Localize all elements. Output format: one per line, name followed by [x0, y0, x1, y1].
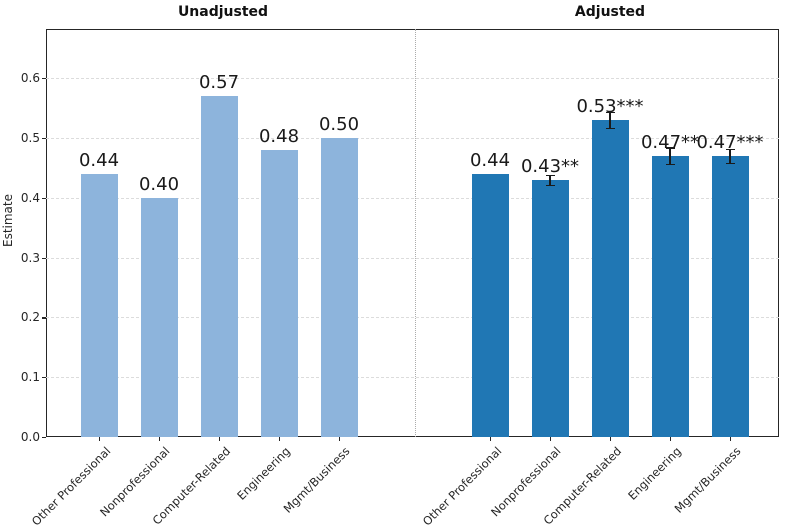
bar-adjusted-0 [471, 173, 509, 437]
y-tick-label: 0.1 [20, 370, 40, 385]
error-bar-line [609, 112, 611, 128]
x-tick-mark [670, 437, 672, 441]
y-tick-mark [42, 78, 46, 80]
gridline [46, 377, 779, 379]
y-tick-mark [42, 197, 46, 199]
bar-adjusted-1 [531, 179, 569, 437]
y-tick-label: 0.5 [20, 130, 40, 145]
bar-adjusted-2 [591, 119, 629, 437]
x-tick-mark [99, 437, 101, 441]
bar-unadjusted-4 [320, 137, 358, 437]
y-tick-mark [42, 137, 46, 140]
bar-unadjusted-2 [200, 96, 238, 437]
y-tick-label: 0.4 [20, 190, 40, 205]
error-bar-cap-bottom [665, 164, 675, 166]
bar-value-label: 0.44 [469, 149, 511, 171]
bar-unadjusted-0 [80, 173, 118, 437]
panel-title-unadjusted: Unadjusted [177, 4, 269, 20]
gridline [46, 78, 779, 80]
y-tick-label: 0.0 [20, 430, 40, 444]
error-bar-cap-top [545, 174, 555, 177]
gridline [46, 317, 779, 319]
bar-value-label: 0.43** [520, 155, 580, 177]
panel-title-adjusted: Adjusted [574, 4, 646, 20]
error-bar-cap-top [725, 148, 735, 150]
error-bar-line [729, 148, 731, 163]
x-tick-mark [159, 437, 161, 441]
y-tick-label: 0.2 [20, 310, 40, 325]
bar-adjusted-3 [651, 155, 689, 437]
bar-unadjusted-3 [260, 149, 298, 437]
x-tick-mark [550, 437, 552, 441]
error-bar-cap-top [665, 147, 675, 149]
x-tick-label: Other Professional [28, 444, 113, 529]
bar-unadjusted-1 [140, 197, 178, 437]
bar-value-label: 0.40 [138, 173, 180, 195]
x-tick-mark [339, 437, 341, 441]
x-tick-label: Engineering [625, 444, 684, 503]
bar-value-label: 0.57 [198, 72, 240, 93]
bar-value-label: 0.50 [318, 113, 360, 135]
x-tick-mark [610, 437, 612, 441]
error-bar-line [669, 147, 671, 165]
error-bar-cap-top [605, 112, 615, 114]
error-bar-cap-bottom [605, 127, 615, 129]
gridline [46, 257, 779, 259]
error-bar-cap-bottom [725, 163, 735, 165]
panel-divider [415, 29, 416, 437]
y-tick-label: 0.3 [20, 250, 40, 265]
x-tick-mark [730, 437, 732, 441]
gridline [46, 137, 779, 139]
bar-value-label: 0.47** [640, 131, 700, 153]
x-tick-mark [219, 437, 221, 441]
error-bar-cap-bottom [545, 184, 555, 186]
y-tick-mark [42, 377, 46, 379]
y-tick-mark [42, 317, 46, 319]
bar-adjusted-4 [711, 155, 749, 437]
red-corner-artifact [0, 519, 29, 531]
error-bar-line [549, 174, 551, 185]
x-tick-label: Engineering [234, 444, 293, 503]
x-tick-mark [490, 437, 492, 441]
bar-value-label: 0.44 [78, 149, 120, 171]
bar-value-label: 0.47*** [696, 131, 764, 153]
y-tick-mark [42, 257, 46, 259]
x-tick-label: Other Professional [419, 444, 504, 529]
x-tick-mark [279, 437, 281, 441]
y-tick-mark [42, 437, 46, 439]
bar-value-label: 0.53*** [576, 95, 644, 117]
gridline [46, 197, 779, 199]
y-tick-label: 0.6 [20, 71, 40, 86]
bar-value-label: 0.48 [258, 125, 300, 147]
